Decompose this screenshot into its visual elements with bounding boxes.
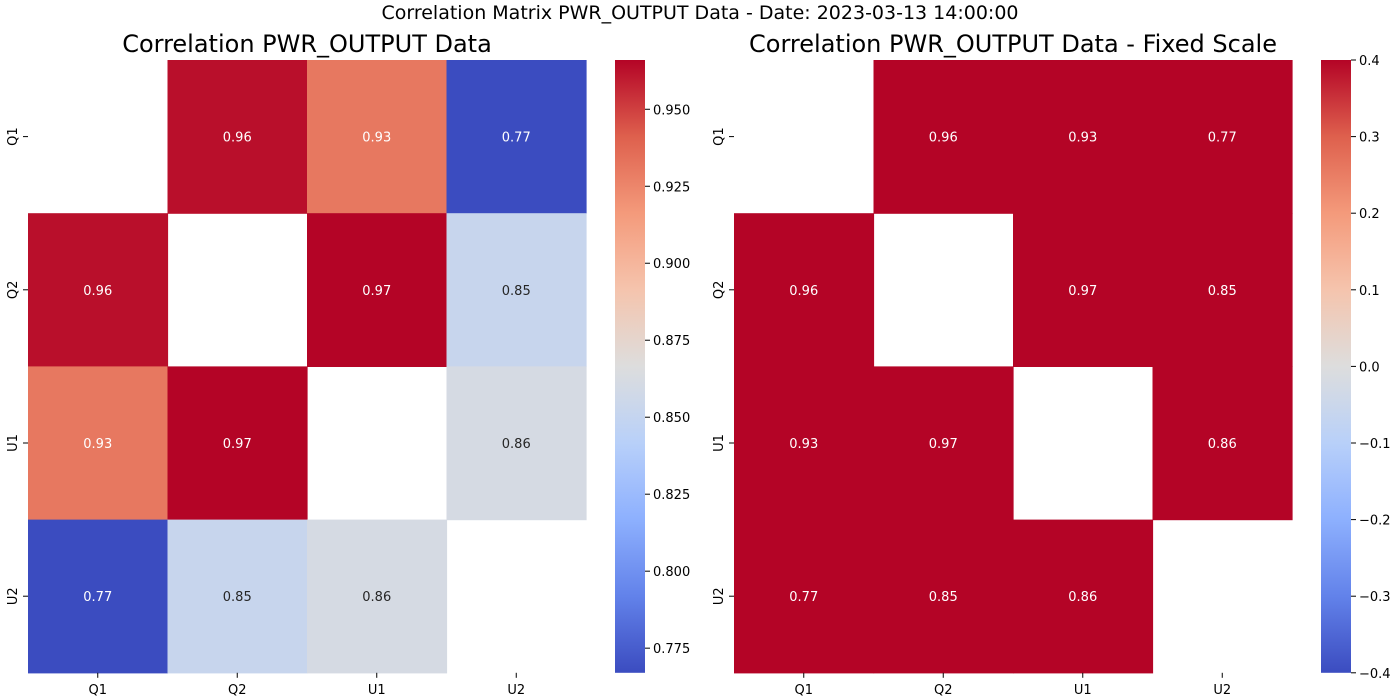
cell-annotation: 0.86 bbox=[1208, 437, 1237, 452]
colorbar-tick-label: 0.0 bbox=[1359, 360, 1380, 375]
x-tick-label: Q2 bbox=[934, 683, 953, 698]
cell-annotation: 0.96 bbox=[83, 284, 112, 299]
colorbar-tick-label: 0.1 bbox=[1359, 284, 1380, 299]
y-tick-label: U2 bbox=[712, 587, 727, 605]
cell-annotation: 0.85 bbox=[1208, 284, 1237, 299]
heatmap-panel-2: Correlation PWR_OUTPUT Data - Fixed Scal… bbox=[712, 30, 1391, 698]
heatmap-panels: Correlation PWR_OUTPUT Data 0.96 0.93 0.77 0… bbox=[6, 30, 1391, 698]
heatmap-cell bbox=[734, 213, 875, 367]
heatmap-cell bbox=[28, 213, 169, 367]
colorbar-tick-label: 0.950 bbox=[653, 103, 690, 118]
colorbar-tick-label: 0.800 bbox=[653, 565, 690, 580]
cell-annotation: 0.85 bbox=[223, 590, 252, 605]
cell-annotation: 0.96 bbox=[929, 131, 958, 146]
heatmap-cell bbox=[1013, 213, 1154, 367]
heatmap-title: Correlation PWR_OUTPUT Data bbox=[122, 30, 492, 58]
heatmap-cell bbox=[734, 366, 875, 521]
heatmap-cell bbox=[28, 366, 169, 521]
cell-annotation: 0.86 bbox=[362, 590, 391, 605]
heatmap-cell bbox=[446, 213, 587, 367]
x-tick-label: U1 bbox=[1074, 683, 1092, 698]
cell-annotation: 0.85 bbox=[502, 284, 531, 299]
heatmap-cell bbox=[873, 519, 1014, 674]
heatmap-cell bbox=[28, 519, 169, 674]
colorbar-tick-label: 0.775 bbox=[653, 642, 690, 657]
colorbar bbox=[1321, 60, 1351, 673]
heatmap-cell bbox=[167, 366, 308, 521]
cell-annotation: 0.93 bbox=[362, 131, 391, 146]
cell-annotation: 0.96 bbox=[223, 131, 252, 146]
colorbar-tick-label: 0.925 bbox=[653, 180, 690, 195]
y-tick-label: U1 bbox=[712, 434, 727, 452]
heatmap-cell bbox=[734, 519, 875, 674]
y-tick-label: Q2 bbox=[712, 281, 727, 300]
cell-annotation: 0.77 bbox=[789, 590, 818, 605]
colorbar-tick-label: 0.3 bbox=[1359, 131, 1380, 146]
x-tick-label: U2 bbox=[507, 683, 525, 698]
heatmap-cell bbox=[307, 213, 448, 367]
cell-annotation: 0.77 bbox=[1208, 131, 1237, 146]
heatmap-cell bbox=[1152, 366, 1293, 521]
heatmap-panel-1: Correlation PWR_OUTPUT Data 0.96 0.93 0.77 0… bbox=[6, 30, 690, 698]
cell-annotation: 0.86 bbox=[1068, 590, 1097, 605]
cell-annotation: 0.77 bbox=[502, 131, 531, 146]
y-tick-label: U1 bbox=[6, 434, 21, 452]
y-tick-label: Q1 bbox=[712, 127, 727, 146]
colorbar-tick-label: 0.4 bbox=[1359, 54, 1380, 69]
heatmap-cell bbox=[167, 519, 308, 674]
colorbar-tick-label: 0.900 bbox=[653, 257, 690, 272]
cell-annotation: 0.93 bbox=[83, 437, 112, 452]
y-tick-label: Q1 bbox=[6, 127, 21, 146]
heatmap-cell bbox=[307, 519, 448, 674]
x-tick-label: U1 bbox=[368, 683, 386, 698]
x-tick-label: Q2 bbox=[228, 683, 247, 698]
colorbar bbox=[615, 60, 645, 673]
cell-annotation: 0.97 bbox=[223, 437, 252, 452]
heatmap-cell bbox=[1013, 60, 1154, 214]
cell-annotation: 0.77 bbox=[83, 590, 112, 605]
heatmap-title: Correlation PWR_OUTPUT Data - Fixed Scal… bbox=[749, 30, 1277, 58]
heatmap-cell bbox=[873, 366, 1014, 521]
heatmap-cell bbox=[1152, 60, 1293, 214]
heatmap-cell bbox=[446, 60, 587, 214]
colorbar-tick-label: 0.2 bbox=[1359, 207, 1380, 222]
cell-annotation: 0.86 bbox=[502, 437, 531, 452]
heatmap-cell bbox=[307, 60, 448, 214]
x-tick-label: U2 bbox=[1213, 683, 1231, 698]
colorbar-tick-label: −0.1 bbox=[1359, 437, 1391, 452]
y-tick-label: Q2 bbox=[6, 281, 21, 300]
y-tick-label: U2 bbox=[6, 587, 21, 605]
colorbar-tick-label: −0.3 bbox=[1359, 590, 1391, 605]
heatmap-cell bbox=[167, 60, 308, 214]
cell-annotation: 0.93 bbox=[1068, 131, 1097, 146]
colorbar-tick-label: 0.875 bbox=[653, 334, 690, 349]
colorbar-tick-label: −0.4 bbox=[1359, 667, 1391, 682]
heatmap-cell bbox=[873, 60, 1014, 214]
figure-suptitle: Correlation Matrix PWR_OUTPUT Data - Dat… bbox=[381, 2, 1018, 24]
colorbar-tick-label: 0.825 bbox=[653, 488, 690, 503]
x-tick-label: Q1 bbox=[88, 683, 107, 698]
cell-annotation: 0.96 bbox=[789, 284, 818, 299]
heatmap-cell bbox=[1013, 519, 1154, 674]
cell-annotation: 0.97 bbox=[1068, 284, 1097, 299]
cell-annotation: 0.97 bbox=[929, 437, 958, 452]
heatmap-cell bbox=[446, 366, 587, 521]
colorbar-tick-label: 0.850 bbox=[653, 411, 690, 426]
cell-annotation: 0.97 bbox=[362, 284, 391, 299]
x-tick-label: Q1 bbox=[794, 683, 813, 698]
heatmap-cell bbox=[1152, 213, 1293, 367]
cell-annotation: 0.93 bbox=[789, 437, 818, 452]
colorbar-tick-label: −0.2 bbox=[1359, 514, 1391, 529]
cell-annotation: 0.85 bbox=[929, 590, 958, 605]
